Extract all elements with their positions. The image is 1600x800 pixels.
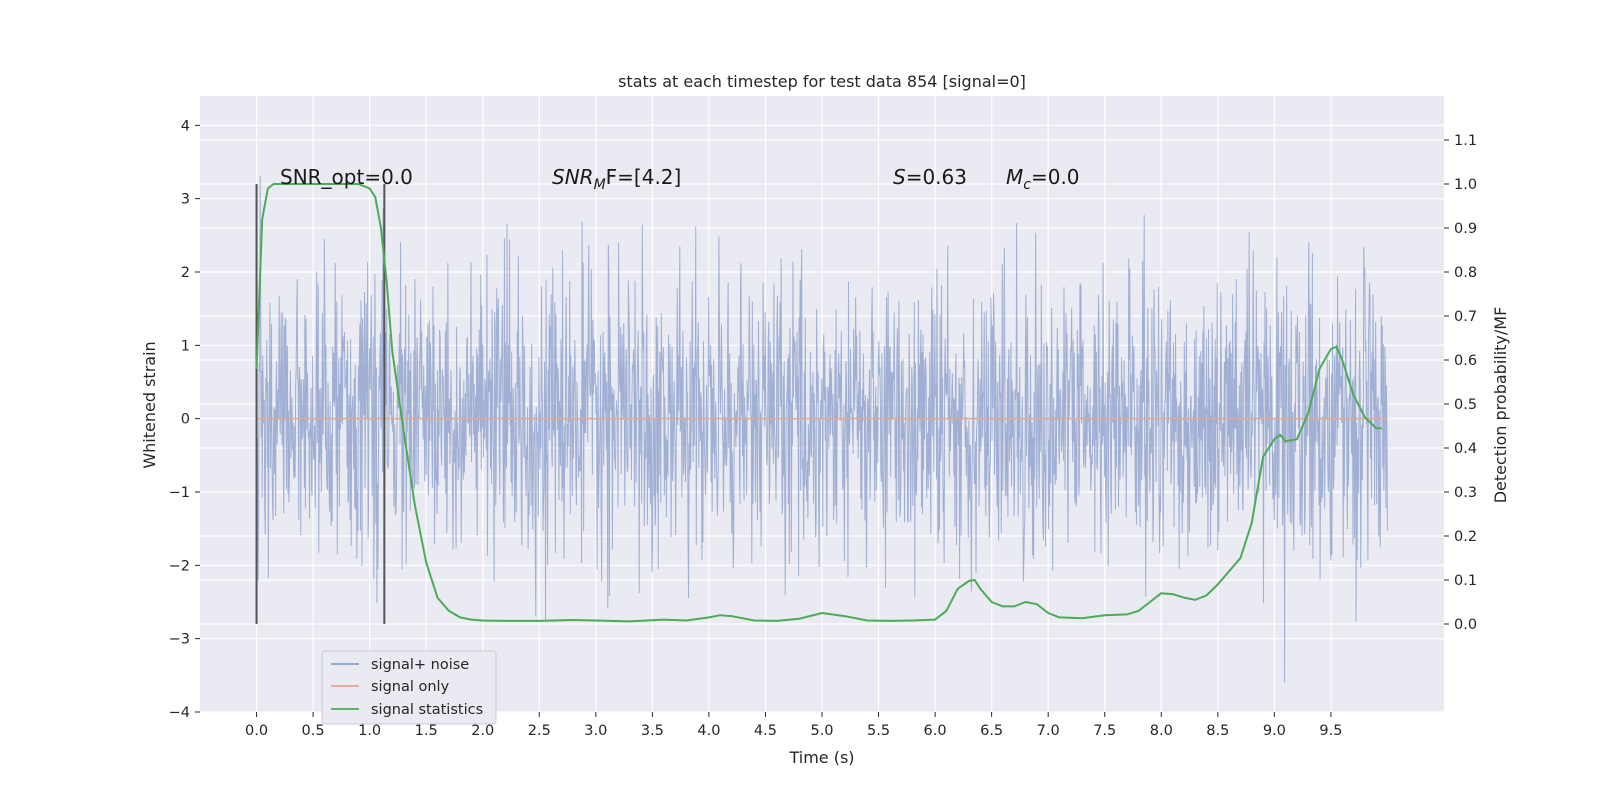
mc-base: M [1006, 165, 1023, 189]
annotation-snr-opt: SNR_opt=0.0 [280, 165, 413, 189]
y-axis-right-ticks: 1.1 1.0 0.9 0.8 0.7 0.6 0.5 0.4 0.3 0.2 0.1 0.0 [1444, 133, 1477, 633]
y-tick-label: 4 [181, 118, 190, 134]
legend-label-signal-only: signal only [371, 679, 450, 695]
legend-label-statistics: signal statistics [371, 702, 483, 718]
signal-statistics-line [255, 183, 1382, 623]
x-tick-label: 1.0 [358, 723, 381, 739]
chart-title: stats at each timestep for test data 854… [618, 72, 1026, 91]
signal-noise-trace [256, 175, 1388, 683]
y-axis-left-ticks: 4 3 2 1 0 −1 −2 −3 −4 [169, 118, 200, 721]
x-tick-label: 9.5 [1319, 723, 1342, 739]
y-tick-label: 0 [181, 412, 190, 428]
x-axis-label: Time (s) [788, 748, 854, 767]
y-right-tick-label: 0.0 [1454, 617, 1477, 633]
annotation-snr-mf: SNRMF=[4.2] [552, 165, 681, 193]
x-tick-label: 7.5 [1093, 723, 1116, 739]
x-tick-label: 2.5 [528, 723, 551, 739]
y-tick-label: −4 [169, 705, 190, 721]
y-right-tick-label: 0.2 [1454, 529, 1477, 545]
mc-sub: c [1023, 177, 1031, 193]
series-signal-noise [256, 175, 1388, 683]
mc-value: =0.0 [1031, 165, 1080, 189]
legend-box [321, 650, 497, 725]
y-right-tick-label: 0.7 [1454, 309, 1477, 325]
snr-mf-sub: M [594, 177, 606, 193]
x-tick-label: 6.5 [980, 723, 1003, 739]
x-tick-label: 9.0 [1263, 723, 1286, 739]
x-tick-label: 2.0 [471, 723, 494, 739]
legend: signal+ noise signal only signal statist… [321, 650, 497, 725]
y-axis-right-label: Detection probability/MF [1491, 307, 1510, 504]
y-right-tick-label: 0.5 [1454, 397, 1477, 413]
x-tick-label: 4.0 [697, 723, 720, 739]
x-tick-label: 4.5 [754, 723, 777, 739]
y-right-tick-label: 0.4 [1454, 441, 1477, 457]
y-right-tick-label: 0.1 [1454, 573, 1477, 589]
y-right-tick-label: 0.8 [1454, 265, 1477, 281]
legend-label-noise: signal+ noise [371, 657, 469, 673]
annotation-mc: Mc=0.0 [1006, 165, 1080, 193]
snr-mf-base: SNR [552, 165, 594, 189]
x-tick-label: 5.0 [810, 723, 833, 739]
y-tick-label: −3 [169, 632, 190, 648]
series-signal-statistics [255, 183, 1382, 623]
y-right-tick-label: 0.9 [1454, 221, 1477, 237]
y-right-tick-label: 1.1 [1454, 133, 1477, 149]
y-tick-label: 1 [181, 338, 190, 354]
x-tick-label: 5.5 [867, 723, 890, 739]
x-tick-label: 6.0 [924, 723, 947, 739]
y-tick-label: −1 [169, 485, 190, 501]
x-tick-label: 0.5 [302, 723, 325, 739]
x-tick-label: 3.0 [584, 723, 607, 739]
y-axis-label: Whitened strain [140, 341, 159, 468]
x-tick-label: 7.0 [1037, 723, 1060, 739]
s-italic: S [893, 165, 906, 189]
x-tick-label: 0.0 [245, 723, 268, 739]
x-tick-label: 8.0 [1150, 723, 1173, 739]
x-tick-label: 1.5 [415, 723, 438, 739]
x-axis-ticks: 0.0 0.5 1.0 1.5 2.0 2.5 3.0 3.5 4.0 4.5 5.0 5.5 6.0 6… [245, 712, 1342, 739]
y-right-tick-label: 0.6 [1454, 353, 1477, 369]
y-tick-label: −2 [169, 558, 190, 574]
y-right-tick-label: 1.0 [1454, 177, 1477, 193]
y-tick-label: 2 [181, 265, 190, 281]
y-right-tick-label: 0.3 [1454, 485, 1477, 501]
s-value: =0.63 [906, 165, 967, 189]
x-tick-label: 3.5 [641, 723, 664, 739]
y-tick-label: 3 [181, 192, 190, 208]
x-tick-label: 8.5 [1206, 723, 1229, 739]
annotation-s: S=0.63 [893, 165, 967, 189]
snr-mf-rest: F=[4.2] [606, 165, 682, 189]
